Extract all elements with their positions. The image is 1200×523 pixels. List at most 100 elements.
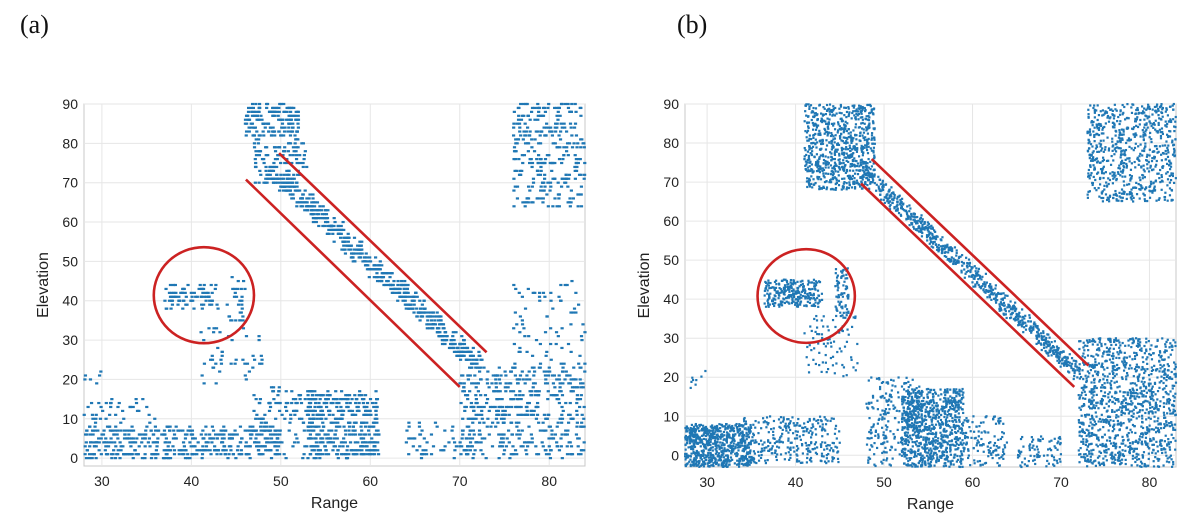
data-point (373, 445, 377, 448)
data-point (818, 188, 821, 191)
data-point (209, 358, 213, 361)
data-point (242, 279, 246, 283)
data-point (324, 453, 328, 456)
data-point (845, 168, 849, 172)
data-point (308, 437, 312, 440)
data-points (82, 102, 587, 460)
data-point (791, 297, 794, 300)
data-point (322, 401, 327, 405)
data-point (480, 417, 484, 420)
data-point (833, 157, 836, 161)
data-point (244, 130, 249, 133)
data-point (814, 433, 818, 436)
data-point (855, 138, 858, 141)
data-point (772, 419, 776, 423)
data-point (87, 457, 92, 460)
data-point (269, 457, 274, 460)
data-point (787, 424, 790, 427)
data-point (799, 293, 802, 296)
data-point (811, 145, 815, 148)
data-point (504, 382, 508, 385)
data-point (281, 126, 285, 129)
data-point (229, 319, 233, 322)
x-axis-title: Range (311, 495, 358, 512)
data-point (796, 280, 799, 283)
data-point (812, 278, 816, 281)
data-point (246, 110, 251, 113)
data-point (232, 295, 237, 298)
data-point (166, 449, 170, 452)
data-point (517, 421, 521, 424)
data-point (354, 421, 358, 424)
data-point (374, 390, 378, 393)
data-point (344, 398, 348, 401)
data-point (558, 386, 562, 389)
data-point (697, 452, 700, 456)
data-point (258, 362, 262, 365)
data-point (831, 114, 834, 117)
data-point (812, 170, 815, 173)
data-point (506, 405, 511, 409)
data-point (240, 307, 244, 310)
data-point (170, 303, 175, 306)
data-point (804, 426, 807, 429)
data-point (743, 440, 746, 443)
data-point (295, 161, 299, 165)
data-point (818, 140, 821, 143)
data-point (713, 442, 716, 445)
data-point (327, 409, 331, 413)
data-point (212, 331, 216, 334)
data-point (808, 296, 811, 300)
data-point (277, 110, 281, 113)
data-point (360, 421, 364, 424)
data-point (757, 442, 761, 446)
data-point (851, 174, 854, 178)
data-point (835, 295, 838, 298)
data-point (710, 457, 713, 460)
data-point (199, 331, 203, 334)
data-point (871, 142, 874, 145)
data-point (207, 295, 211, 298)
data-point (271, 106, 276, 110)
data-point (210, 303, 214, 306)
data-point (547, 413, 551, 416)
data-point (824, 163, 827, 166)
data-point (200, 374, 204, 377)
data-point (735, 454, 738, 458)
data-point (375, 398, 380, 401)
data-point (115, 433, 119, 436)
data-point (312, 457, 316, 460)
data-point (321, 437, 325, 440)
data-point (204, 433, 208, 436)
data-point (774, 451, 777, 455)
data-point (216, 449, 220, 452)
data-point (215, 437, 219, 440)
data-point (524, 449, 528, 452)
data-point (247, 126, 251, 129)
data-point (200, 457, 204, 460)
data-point (352, 429, 356, 432)
data-point (292, 177, 296, 180)
data-point (238, 299, 242, 302)
data-point (792, 293, 795, 297)
data-point (842, 187, 845, 190)
data-point (360, 453, 364, 456)
data-point (541, 421, 545, 424)
data-point (363, 409, 368, 413)
data-point (325, 394, 329, 397)
data-point (284, 405, 288, 409)
data-point (515, 425, 519, 428)
data-point (737, 465, 741, 468)
data-point (824, 131, 827, 134)
data-point (177, 449, 181, 452)
data-point (582, 441, 586, 444)
data-point (99, 437, 103, 440)
data-point (772, 430, 775, 433)
data-point (177, 453, 181, 456)
data-point (208, 437, 212, 440)
data-point (189, 299, 193, 302)
data-point (806, 427, 809, 431)
data-point (244, 441, 248, 444)
data-point (811, 294, 814, 297)
data-point (696, 434, 699, 437)
